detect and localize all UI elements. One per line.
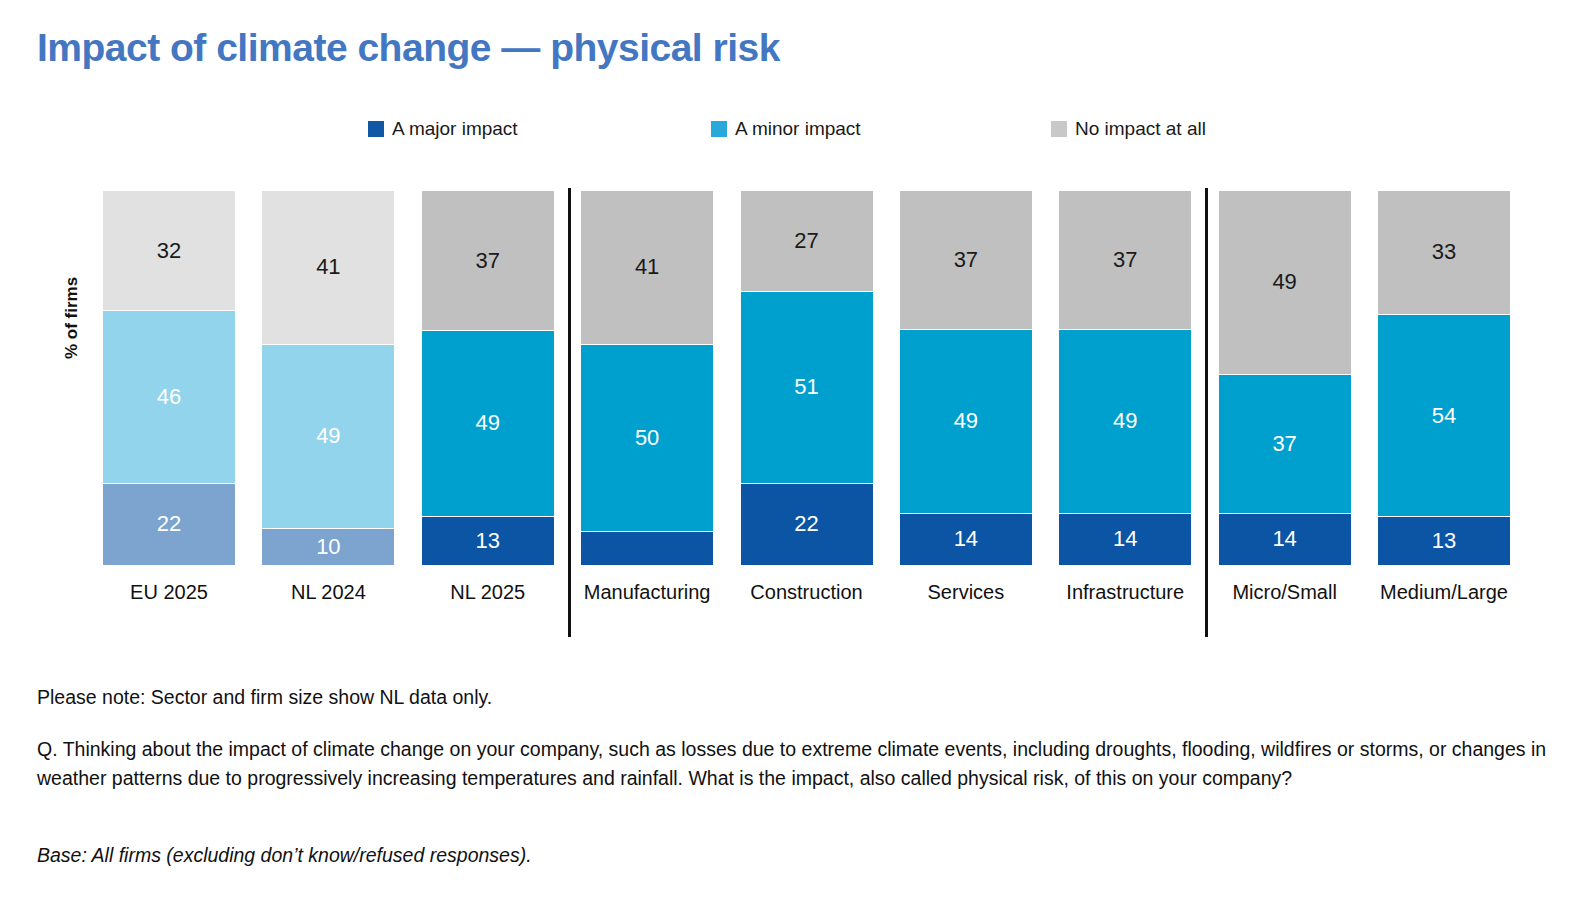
bar-stack-medium-large: 13 54 33 (1378, 190, 1510, 565)
segment-value-label: 13 (1432, 530, 1456, 552)
segment-no-impact-at-all-infrastructure: 37 (1059, 190, 1191, 329)
legend-label: A major impact (392, 118, 518, 140)
segment-a-major-impact-eu-2025: 22 (103, 483, 235, 566)
category-label-nl-2024: NL 2024 (291, 581, 366, 604)
segment-a-major-impact-nl-2025: 13 (422, 516, 554, 565)
segment-a-major-impact-manufacturing (581, 531, 713, 565)
segment-value-label: 14 (954, 528, 978, 550)
legend-swatch-major-impact (368, 121, 384, 137)
segment-a-minor-impact-nl-2024: 49 (262, 344, 394, 528)
segment-a-major-impact-micro-small: 14 (1219, 513, 1351, 566)
segment-no-impact-at-all-nl-2024: 41 (262, 190, 394, 344)
bar-group-eu-2025: 22 46 32 EU 2025 (103, 190, 235, 604)
segment-a-minor-impact-micro-small: 37 (1219, 374, 1351, 513)
segment-value-label: 14 (1113, 528, 1137, 550)
segment-no-impact-at-all-services: 37 (900, 190, 1032, 329)
bar-stack-manufacturing: 50 41 (581, 190, 713, 565)
segment-no-impact-at-all-medium-large: 33 (1378, 190, 1510, 314)
segment-value-label: 27 (794, 230, 818, 252)
segment-value-label: 49 (954, 410, 978, 432)
segment-value-label: 41 (635, 256, 659, 278)
bar-group-infrastructure: 14 49 37 Infrastructure (1059, 190, 1191, 604)
group-divider-line (1205, 188, 1208, 637)
bar-stack-infrastructure: 14 49 37 (1059, 190, 1191, 565)
category-label-infrastructure: Infrastructure (1066, 581, 1184, 604)
category-label-construction: Construction (750, 581, 862, 604)
bar-group-construction: 22 51 27 Construction (741, 190, 873, 604)
bar-stack-nl-2024: 10 49 41 (262, 190, 394, 565)
category-label-manufacturing: Manufacturing (584, 581, 711, 604)
segment-value-label: 37 (954, 249, 978, 271)
segment-a-minor-impact-manufacturing: 50 (581, 344, 713, 532)
segment-value-label: 51 (794, 376, 818, 398)
bar-stack-construction: 22 51 27 (741, 190, 873, 565)
group-divider-line (568, 188, 571, 637)
category-label-services: Services (928, 581, 1005, 604)
segment-a-major-impact-construction: 22 (741, 483, 873, 566)
segment-value-label: 50 (635, 427, 659, 449)
segment-value-label: 37 (1272, 433, 1296, 455)
segment-value-label: 49 (1272, 271, 1296, 293)
segment-value-label: 54 (1432, 405, 1456, 427)
segment-value-label: 49 (1113, 410, 1137, 432)
segment-value-label: 33 (1432, 241, 1456, 263)
note-text: Please note: Sector and firm size show N… (37, 686, 492, 709)
segment-value-label: 49 (476, 412, 500, 434)
slide-page: Impact of climate change — physical risk… (0, 0, 1588, 918)
bar-group-medium-large: 13 54 33 Medium/Large (1378, 190, 1510, 604)
category-label-nl-2025: NL 2025 (450, 581, 525, 604)
bar-stack-micro-small: 14 37 49 (1219, 190, 1351, 565)
segment-a-major-impact-nl-2024: 10 (262, 528, 394, 566)
legend-item-minor-impact: A minor impact (711, 118, 861, 140)
segment-value-label: 13 (476, 530, 500, 552)
category-label-micro-small: Micro/Small (1232, 581, 1336, 604)
segment-a-minor-impact-services: 49 (900, 329, 1032, 513)
legend-item-major-impact: A major impact (368, 118, 518, 140)
bars-row: 22 46 32 EU 2025 10 49 41 NL 2024 13 49 37 NL 2025 5… (103, 190, 1510, 610)
segment-value-label: 37 (1113, 249, 1137, 271)
segment-a-minor-impact-construction: 51 (741, 291, 873, 482)
segment-a-major-impact-services: 14 (900, 513, 1032, 566)
category-label-medium-large: Medium/Large (1380, 581, 1508, 604)
legend-swatch-minor-impact (711, 121, 727, 137)
segment-a-major-impact-infrastructure: 14 (1059, 513, 1191, 566)
bar-stack-nl-2025: 13 49 37 (422, 190, 554, 565)
bar-group-manufacturing: 50 41 Manufacturing (581, 190, 713, 604)
segment-value-label: 41 (316, 256, 340, 278)
segment-a-major-impact-medium-large: 13 (1378, 516, 1510, 565)
segment-a-minor-impact-nl-2025: 49 (422, 330, 554, 516)
segment-no-impact-at-all-construction: 27 (741, 190, 873, 291)
legend: A major impact A minor impact No impact … (0, 118, 1588, 148)
y-axis-label: % of firms (62, 277, 82, 359)
segment-value-label: 22 (794, 513, 818, 535)
segment-value-label: 14 (1272, 528, 1296, 550)
bar-group-services: 14 49 37 Services (900, 190, 1032, 604)
segment-value-label: 49 (316, 425, 340, 447)
bar-stack-eu-2025: 22 46 32 (103, 190, 235, 565)
segment-value-label: 10 (316, 536, 340, 558)
segment-value-label: 32 (157, 240, 181, 262)
bar-group-micro-small: 14 37 49 Micro/Small (1219, 190, 1351, 604)
page-title: Impact of climate change — physical risk (37, 26, 780, 70)
segment-value-label: 22 (157, 513, 181, 535)
legend-label: A minor impact (735, 118, 861, 140)
question-text: Q. Thinking about the impact of climate … (37, 735, 1557, 793)
segment-a-minor-impact-eu-2025: 46 (103, 310, 235, 483)
segment-value-label: 46 (157, 386, 181, 408)
legend-label: No impact at all (1075, 118, 1206, 140)
segment-no-impact-at-all-micro-small: 49 (1219, 190, 1351, 374)
segment-a-minor-impact-infrastructure: 49 (1059, 329, 1191, 513)
legend-swatch-no-impact (1051, 121, 1067, 137)
bar-group-nl-2024: 10 49 41 NL 2024 (262, 190, 394, 604)
base-text: Base: All firms (excluding don’t know/re… (37, 844, 532, 867)
segment-no-impact-at-all-nl-2025: 37 (422, 190, 554, 330)
segment-a-minor-impact-medium-large: 54 (1378, 314, 1510, 517)
bar-group-nl-2025: 13 49 37 NL 2025 (422, 190, 554, 604)
category-label-eu-2025: EU 2025 (130, 581, 208, 604)
legend-item-no-impact: No impact at all (1051, 118, 1206, 140)
segment-value-label: 37 (476, 250, 500, 272)
segment-no-impact-at-all-eu-2025: 32 (103, 190, 235, 310)
segment-no-impact-at-all-manufacturing: 41 (581, 190, 713, 344)
bar-stack-services: 14 49 37 (900, 190, 1032, 565)
